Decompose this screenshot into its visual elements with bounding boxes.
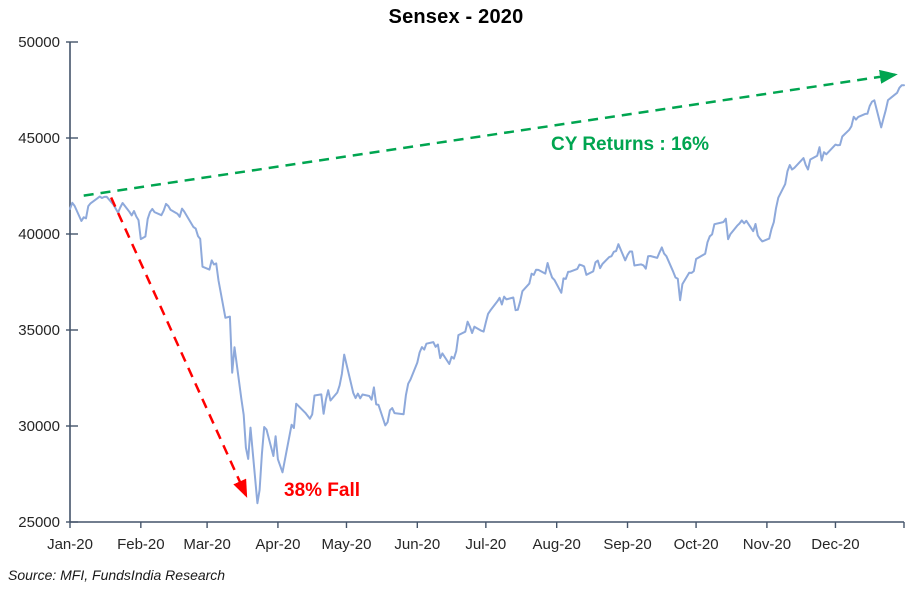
x-axis-tick-label: Dec-20	[811, 536, 859, 553]
x-axis-tick-label: Jun-20	[394, 536, 440, 553]
x-axis-tick-label: Sep-20	[603, 536, 651, 553]
x-axis-tick-label: Jan-20	[47, 536, 93, 553]
y-axis-tick-label: 25000	[18, 514, 60, 531]
x-axis-tick-label: Aug-20	[533, 536, 581, 553]
y-axis-tick-label: 40000	[18, 226, 60, 243]
x-axis-tick-label: Apr-20	[255, 536, 300, 553]
x-axis-tick-label: Mar-20	[183, 536, 231, 553]
y-axis-tick-label: 50000	[18, 34, 60, 51]
sensex-line	[69, 84, 905, 505]
y-axis-tick-label: 35000	[18, 322, 60, 339]
fall-arrow	[109, 197, 248, 498]
y-axis-tick-label: 30000	[18, 418, 60, 435]
source-note: Source: MFI, FundsIndia Research	[8, 567, 226, 583]
x-axis-tick-label: Feb-20	[117, 536, 165, 553]
cy-returns-annotation-label: CY Returns : 16%	[551, 134, 710, 155]
x-axis-tick-label: Jul-20	[465, 536, 506, 553]
x-axis-tick-label: May-20	[321, 536, 371, 553]
x-axis-tick-label: Oct-20	[674, 536, 719, 553]
fall-annotation-label: 38% Fall	[284, 480, 361, 501]
chart-title: Sensex - 2020	[388, 6, 524, 28]
x-axis-tick-label: Nov-20	[743, 536, 791, 553]
y-axis-tick-label: 45000	[18, 130, 60, 147]
cy-returns-arrow	[83, 69, 898, 197]
